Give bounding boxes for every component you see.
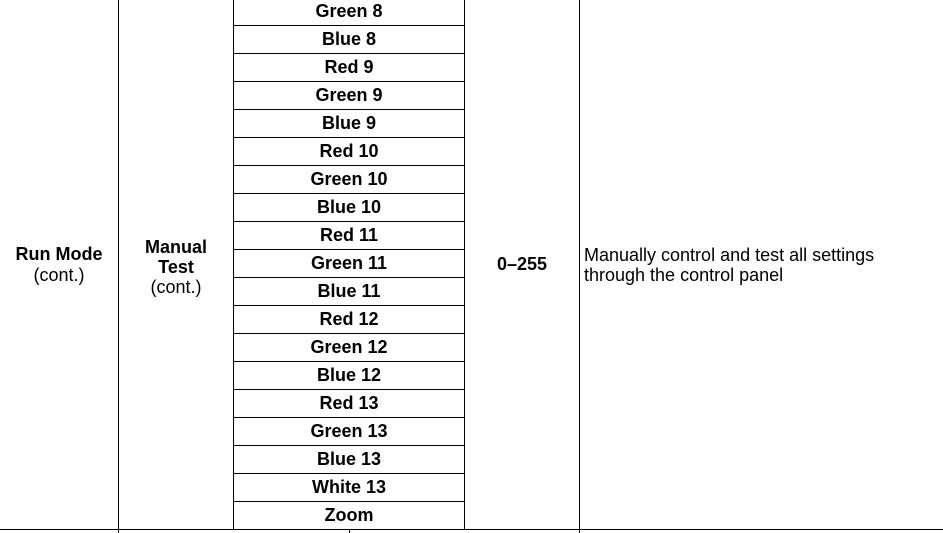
channel-row: Red 13 bbox=[319, 392, 379, 413]
channel-row: Blue 10 bbox=[316, 196, 382, 217]
row-divider bbox=[233, 277, 465, 278]
row-divider bbox=[233, 165, 465, 166]
divider bbox=[233, 0, 234, 530]
description-line-1: Manually control and test all settings bbox=[584, 244, 875, 265]
channel-row: Green 10 bbox=[310, 168, 388, 189]
channel-row: Red 9 bbox=[324, 56, 374, 77]
row-divider bbox=[233, 389, 465, 390]
submode-note: (cont.) bbox=[150, 276, 202, 297]
row-divider bbox=[233, 249, 465, 250]
row-divider bbox=[233, 53, 465, 54]
submode-cell: Manual Test (cont.) bbox=[119, 0, 233, 531]
divider bbox=[464, 0, 465, 530]
channel-row: White 13 bbox=[311, 476, 386, 497]
channel-row: Blue 13 bbox=[316, 448, 382, 469]
channel-row: Red 10 bbox=[319, 140, 379, 161]
channel-row: Green 12 bbox=[310, 336, 388, 357]
row-divider bbox=[233, 221, 465, 222]
row-divider bbox=[233, 193, 465, 194]
divider bbox=[579, 0, 580, 533]
channel-row: Green 8 bbox=[315, 0, 383, 21]
row-divider bbox=[233, 361, 465, 362]
submode-title-2: Test bbox=[158, 256, 194, 277]
row-divider bbox=[233, 473, 465, 474]
row-divider bbox=[233, 109, 465, 110]
channel-row: Green 13 bbox=[310, 420, 388, 441]
row-divider bbox=[233, 333, 465, 334]
row-divider bbox=[233, 417, 465, 418]
range-value: 0–255 bbox=[496, 254, 548, 274]
channel-row: Blue 8 bbox=[321, 28, 377, 49]
description-cell: Manually control and test all settings t… bbox=[584, 0, 943, 529]
divider bbox=[349, 529, 350, 533]
channel-row: Zoom bbox=[324, 504, 374, 525]
row-divider bbox=[233, 445, 465, 446]
divider bbox=[0, 529, 943, 530]
channel-row: Red 12 bbox=[319, 308, 379, 329]
row-divider bbox=[233, 305, 465, 306]
channel-row: Blue 12 bbox=[316, 364, 382, 385]
row-divider bbox=[233, 137, 465, 138]
mode-cell: Run Mode (cont.) bbox=[0, 0, 118, 529]
row-divider bbox=[233, 25, 465, 26]
channel-row: Blue 9 bbox=[321, 112, 377, 133]
divider bbox=[118, 0, 119, 533]
description-line-2: through the control panel bbox=[584, 264, 784, 285]
channel-row: Red 11 bbox=[319, 224, 379, 245]
submode-title-1: Manual bbox=[144, 236, 207, 257]
row-divider bbox=[233, 81, 465, 82]
mode-note: (cont.) bbox=[33, 264, 85, 285]
mode-title: Run Mode bbox=[15, 243, 103, 264]
channel-row: Green 9 bbox=[315, 84, 383, 105]
channel-row: Blue 11 bbox=[317, 280, 381, 301]
channel-row: Green 11 bbox=[310, 252, 388, 273]
row-divider bbox=[233, 501, 465, 502]
